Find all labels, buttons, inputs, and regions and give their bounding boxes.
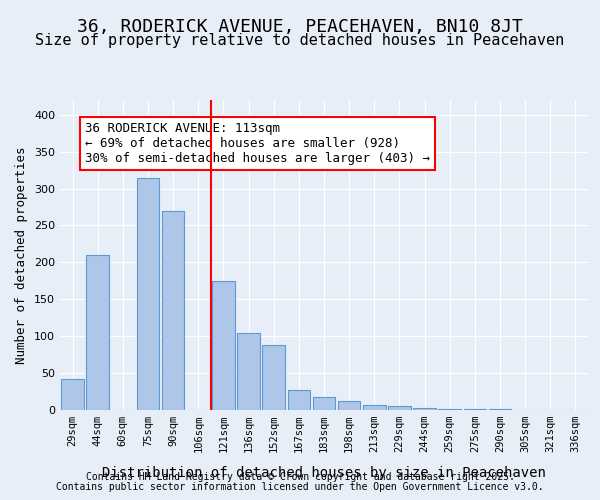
Bar — [86, 255, 109, 410]
Text: Contains public sector information licensed under the Open Government Licence v3: Contains public sector information licen… — [56, 482, 544, 492]
Y-axis label: Number of detached properties: Number of detached properties — [16, 146, 28, 364]
Bar — [237, 332, 260, 410]
Bar — [388, 406, 411, 410]
Bar — [413, 408, 436, 410]
Bar — [439, 408, 461, 410]
Bar — [287, 390, 310, 410]
Text: Contains HM Land Registry data © Crown copyright and database right 2025.: Contains HM Land Registry data © Crown c… — [86, 472, 514, 482]
Bar — [61, 379, 84, 410]
Text: 36 RODERICK AVENUE: 113sqm
← 69% of detached houses are smaller (928)
30% of sem: 36 RODERICK AVENUE: 113sqm ← 69% of deta… — [85, 122, 430, 165]
Bar — [137, 178, 160, 410]
Bar — [262, 345, 285, 410]
Bar — [363, 405, 386, 410]
Bar — [212, 281, 235, 410]
Bar — [338, 401, 361, 410]
Bar — [313, 396, 335, 410]
Text: Size of property relative to detached houses in Peacehaven: Size of property relative to detached ho… — [35, 32, 565, 48]
X-axis label: Distribution of detached houses by size in Peacehaven: Distribution of detached houses by size … — [102, 466, 546, 480]
Text: 36, RODERICK AVENUE, PEACEHAVEN, BN10 8JT: 36, RODERICK AVENUE, PEACEHAVEN, BN10 8J… — [77, 18, 523, 36]
Bar — [162, 210, 184, 410]
